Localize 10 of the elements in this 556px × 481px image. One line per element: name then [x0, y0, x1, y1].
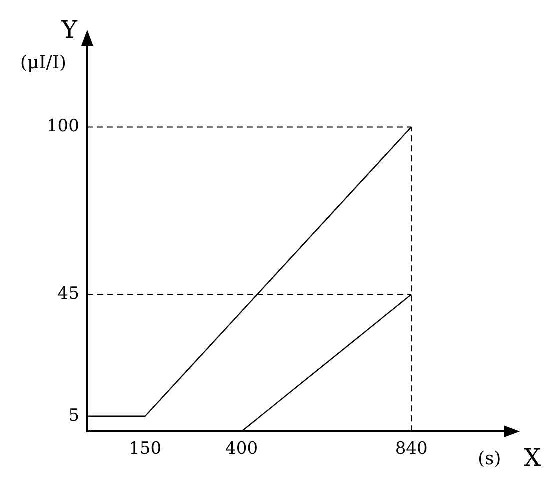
x-tick-label: 400 [226, 439, 258, 460]
y-axis-title: (μI/I) [20, 52, 66, 74]
x-tick-label: 840 [395, 439, 428, 460]
y-tick-label: 5 [68, 406, 80, 426]
y-tick-label: 100 [46, 116, 80, 137]
text: Y [60, 16, 79, 44]
y-tick-label: 45 [58, 284, 80, 304]
text: X [524, 444, 542, 472]
x-axis-title: (s) [478, 448, 502, 470]
x-tick-label: 150 [129, 439, 162, 460]
